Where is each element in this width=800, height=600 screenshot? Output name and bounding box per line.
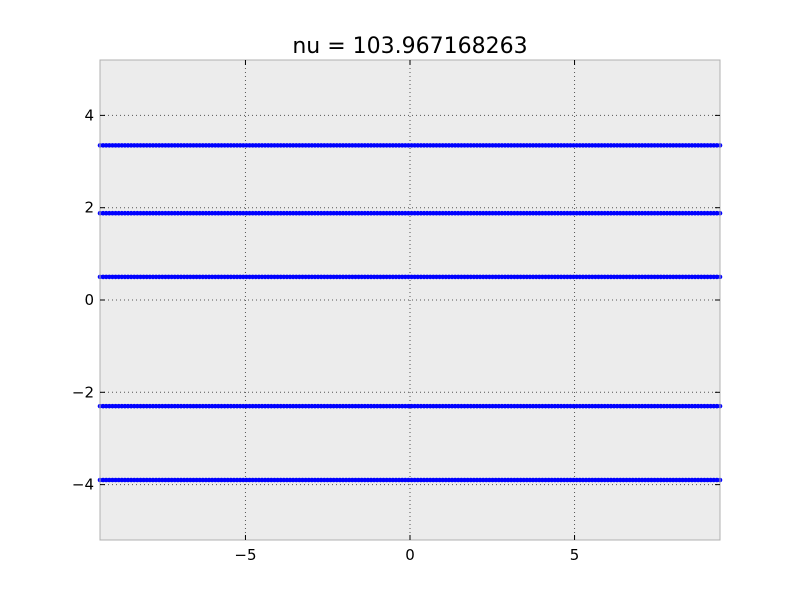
point-row xyxy=(97,477,723,483)
y-tick-label: −2 xyxy=(72,383,94,401)
data-points xyxy=(97,143,723,483)
y-tick-label: 4 xyxy=(84,106,94,124)
point-row xyxy=(97,403,723,409)
y-tick-label: 0 xyxy=(84,291,94,309)
x-tick-label: 0 xyxy=(405,546,415,564)
chart-title: nu = 103.967168263 xyxy=(292,34,527,59)
x-tick-label: −5 xyxy=(234,546,256,564)
tick-marks xyxy=(100,60,720,540)
point-row xyxy=(97,143,723,148)
x-tick-labels: −5 0 5 xyxy=(234,546,579,564)
point-row xyxy=(97,210,723,216)
grid-lines xyxy=(100,60,720,540)
y-tick-label: −4 xyxy=(72,476,94,494)
x-tick-label: 5 xyxy=(570,546,580,564)
y-tick-label: 2 xyxy=(84,199,94,217)
point-row xyxy=(97,274,723,280)
y-tick-labels: −4 −2 0 2 4 xyxy=(72,106,94,493)
